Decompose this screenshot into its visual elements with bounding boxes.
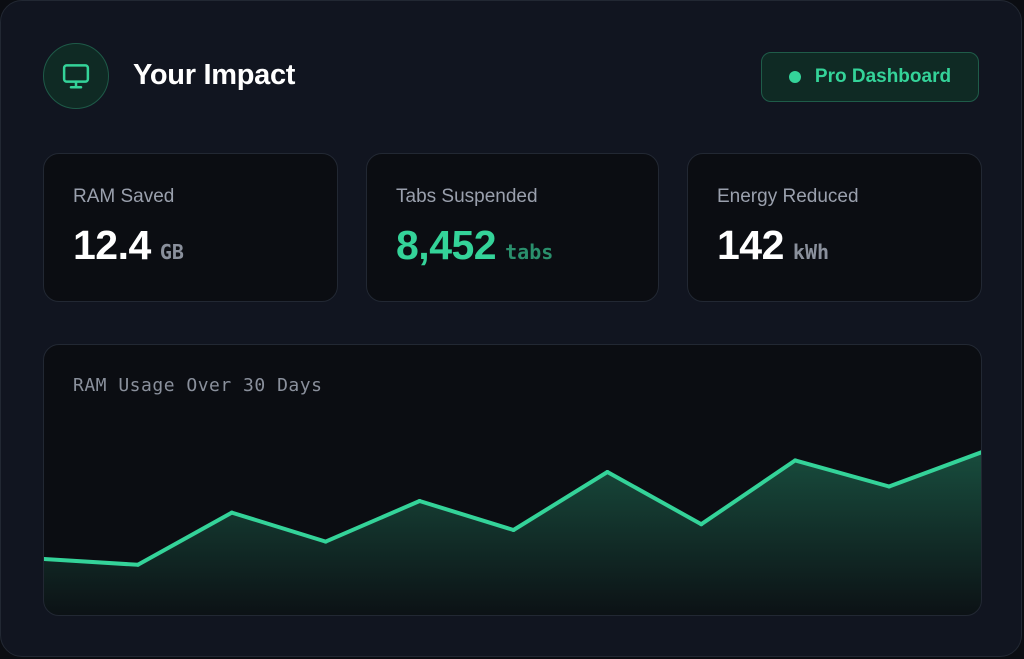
stat-value: 12.4 (73, 222, 151, 268)
stat-value: 8,452 (396, 222, 497, 268)
stat-card-ram-saved: RAM Saved 12.4 GB (43, 153, 338, 302)
stat-unit: GB (159, 240, 184, 264)
stat-value-row: 8,452 tabs (396, 222, 553, 269)
monitor-icon (62, 64, 90, 89)
stat-label: Energy Reduced (717, 186, 859, 207)
stat-card-tabs-suspended: Tabs Suspended 8,452 tabs (366, 153, 659, 302)
chart-point (44, 557, 46, 561)
chart-point (323, 539, 328, 544)
stat-unit: tabs (505, 240, 554, 264)
ram-usage-chart: RAM Usage Over 30 Days (43, 344, 982, 616)
chart-point (229, 510, 234, 515)
chart-title: RAM Usage Over 30 Days (73, 375, 323, 396)
chart-point (981, 450, 982, 454)
chart-area-fill (44, 452, 981, 615)
chart-point (887, 484, 892, 489)
chart-point (699, 522, 704, 527)
stat-value-row: 142 kWh (717, 222, 829, 269)
chart-point (605, 470, 610, 474)
status-dot-icon (788, 71, 801, 83)
chart-point (511, 528, 516, 532)
pro-dashboard-button[interactable]: Pro Dashboard (761, 52, 979, 102)
stat-card-energy-reduced: Energy Reduced 142 kWh (687, 153, 982, 302)
chart-point (417, 499, 422, 503)
page-title: Your Impact (133, 59, 296, 91)
stat-label: RAM Saved (73, 186, 175, 207)
chart-canvas (44, 450, 982, 615)
chart-point (793, 458, 798, 463)
header: Your Impact Pro Dashboard (43, 43, 979, 113)
stat-label: Tabs Suspended (396, 186, 538, 207)
pro-dashboard-label: Pro Dashboard (814, 66, 952, 87)
stat-value: 142 (717, 222, 784, 268)
chart-point (135, 562, 140, 567)
stat-value-row: 12.4 GB (73, 222, 184, 269)
logo-badge (43, 43, 109, 109)
stat-unit: kWh (792, 240, 830, 264)
